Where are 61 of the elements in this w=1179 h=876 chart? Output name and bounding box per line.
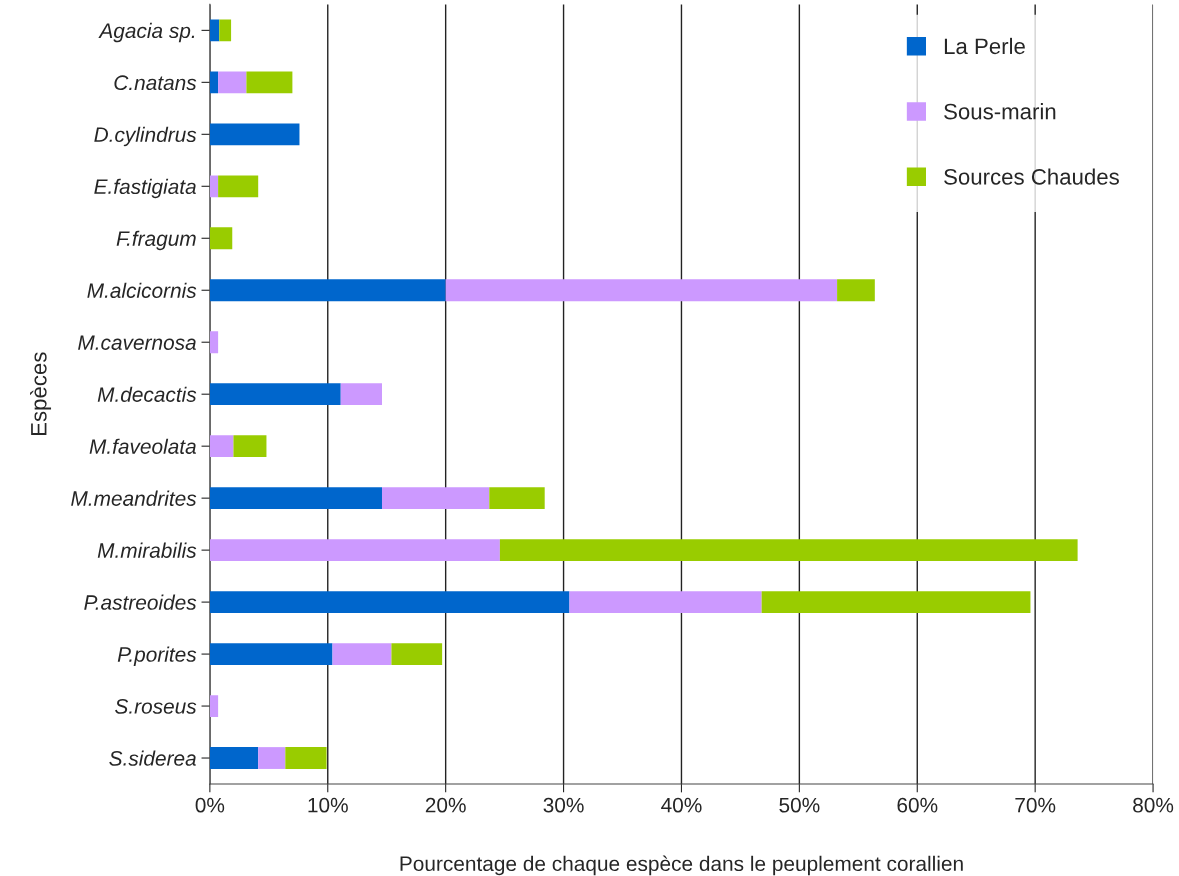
bar xyxy=(209,643,333,665)
y-tick-label: Agacia sp. xyxy=(98,22,195,43)
legend-label: Sources Chaudes xyxy=(944,168,1119,185)
x-tick-label: 20% xyxy=(425,797,466,813)
y-tick-label: M.alcicornis xyxy=(87,282,197,298)
bar xyxy=(209,123,300,146)
y-tick-label: M.meandrites xyxy=(71,490,197,506)
bar xyxy=(219,19,232,42)
y-tick-label: S.siderea xyxy=(109,750,196,766)
bar xyxy=(209,539,500,562)
bar xyxy=(209,175,219,198)
bar xyxy=(209,695,219,717)
bar xyxy=(761,591,1031,614)
bar xyxy=(246,71,293,94)
bar xyxy=(209,227,233,250)
bar xyxy=(209,279,446,302)
bar xyxy=(382,487,490,510)
x-tick-label: 40% xyxy=(661,797,702,813)
x-tick-label: 70% xyxy=(1015,797,1056,813)
bar xyxy=(209,487,382,510)
x-axis-title: Pourcentage de chaque espèce dans le peuplement corallien xyxy=(400,855,963,876)
y-tick-label: C.natans xyxy=(114,75,197,91)
y-tick-label: S.roseus xyxy=(115,699,197,714)
legend-label: La Perle xyxy=(944,37,1025,55)
y-tick-label: M.cavernosa xyxy=(78,335,196,350)
bar xyxy=(218,71,247,94)
y-tick-label: E.fastigiata xyxy=(94,178,196,199)
y-tick-label: M.mirabilis xyxy=(97,542,197,558)
bar xyxy=(391,643,443,665)
y-tick-label: M.faveolata xyxy=(89,438,196,454)
bar xyxy=(233,435,267,458)
bar xyxy=(209,331,219,354)
y-tick-label: M.decactis xyxy=(97,386,197,402)
x-tick-label: 60% xyxy=(897,797,938,813)
bar xyxy=(489,487,545,510)
bar xyxy=(209,435,234,458)
x-tick-label: 50% xyxy=(779,797,820,813)
bar xyxy=(499,539,1078,562)
bar xyxy=(285,747,327,769)
bar xyxy=(218,175,259,198)
y-axis-title: Espèces xyxy=(30,352,52,435)
bar xyxy=(569,591,762,614)
bar xyxy=(209,71,219,94)
x-tick-label: 80% xyxy=(1133,797,1174,813)
bar xyxy=(209,747,259,769)
bar xyxy=(209,19,220,42)
y-tick-label: P.porites xyxy=(117,646,197,666)
bar xyxy=(445,279,838,302)
y-tick-label: D.cylindrus xyxy=(94,126,197,147)
legend-label: Sous-marin xyxy=(944,103,1056,120)
x-tick-label: 30% xyxy=(543,797,584,813)
y-tick-label: F.fragum xyxy=(116,230,196,251)
bar xyxy=(837,279,875,302)
bar xyxy=(209,383,341,406)
bar xyxy=(209,591,570,614)
bar xyxy=(340,383,382,406)
x-tick-label: 10% xyxy=(308,797,348,813)
x-tick-label: 0% xyxy=(195,797,225,813)
bar xyxy=(332,643,392,665)
bar xyxy=(258,747,286,769)
y-tick-label: P.astreoides xyxy=(84,594,197,610)
